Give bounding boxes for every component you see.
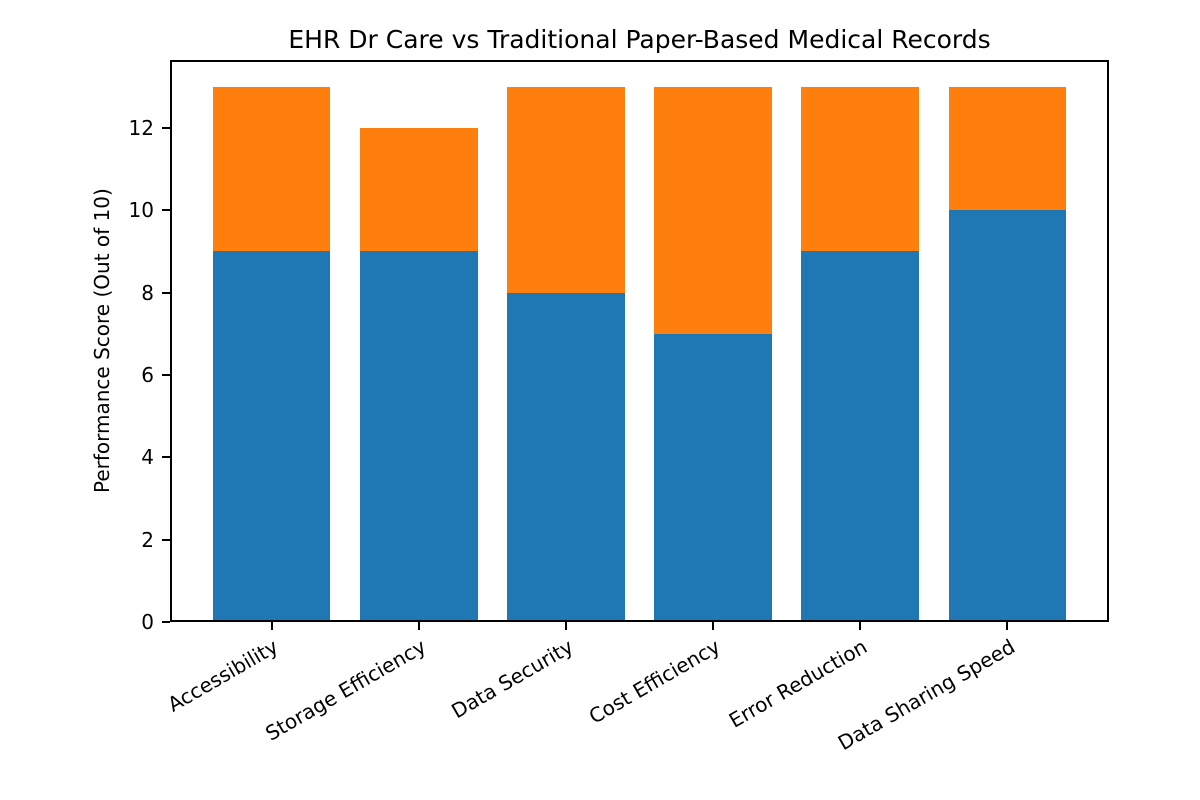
bar-data-security-traditional-paper-based-medical-records	[507, 86, 625, 293]
y-tick-mark	[162, 126, 170, 129]
y-tick-label: 2	[141, 527, 154, 552]
bar-storage-efficiency-traditional-paper-based-medical-records	[359, 127, 478, 252]
plot-area: 0 2 4 6 8 10 12 Accessibility Storage Efficiency…	[129, 60, 1109, 755]
y-tick-mark	[162, 538, 170, 541]
y-tick-label: 8	[141, 280, 154, 305]
x-tick-label-cost-efficiency: Cost Efficiency	[584, 634, 725, 729]
y-tick-label: 10	[128, 198, 154, 223]
y-tick-label: 4	[141, 445, 154, 470]
bar-accessibility-ehr-dr-care	[212, 251, 331, 622]
x-tick-mark	[417, 622, 420, 630]
bar-error-reduction-traditional-paper-based-medical-records	[801, 86, 920, 252]
x-tick-mark	[270, 622, 273, 630]
bar-storage-efficiency-ehr-dr-care	[359, 251, 478, 622]
y-tick-mark	[162, 209, 170, 212]
bar-data-sharing-speed-ehr-dr-care	[948, 210, 1067, 622]
y-tick-label: 6	[141, 362, 154, 387]
x-tick-mark	[1006, 622, 1009, 630]
bar-cost-efficiency-ehr-dr-care	[654, 333, 772, 622]
x-tick-mark	[564, 622, 567, 630]
y-tick-label: 12	[128, 115, 154, 140]
y-axis-label: Performance Score (Out of 10)	[90, 188, 114, 494]
x-tick-label-storage-efficiency: Storage Efficiency	[261, 634, 430, 746]
x-tick-label-accessibility: Accessibility	[163, 634, 283, 717]
chart-title: EHR Dr Care vs Traditional Paper-Based M…	[288, 25, 991, 54]
bar-data-sharing-speed-traditional-paper-based-medical-records	[948, 86, 1067, 211]
bar-error-reduction-ehr-dr-care	[801, 251, 920, 622]
x-tick-mark	[859, 622, 862, 630]
y-tick-mark	[162, 373, 170, 376]
y-tick-mark	[162, 456, 170, 459]
bar-cost-efficiency-traditional-paper-based-medical-records	[654, 86, 772, 334]
bar-data-security-ehr-dr-care	[507, 292, 625, 622]
bar-accessibility-traditional-paper-based-medical-records	[212, 86, 331, 252]
y-tick-mark	[162, 291, 170, 294]
x-tick-label-data-security: Data Security	[446, 634, 577, 724]
y-tick-mark	[162, 621, 170, 623]
x-tick-mark	[712, 622, 715, 630]
x-tick-label-error-reduction: Error Reduction	[724, 634, 872, 733]
y-tick-label: 0	[141, 610, 154, 634]
